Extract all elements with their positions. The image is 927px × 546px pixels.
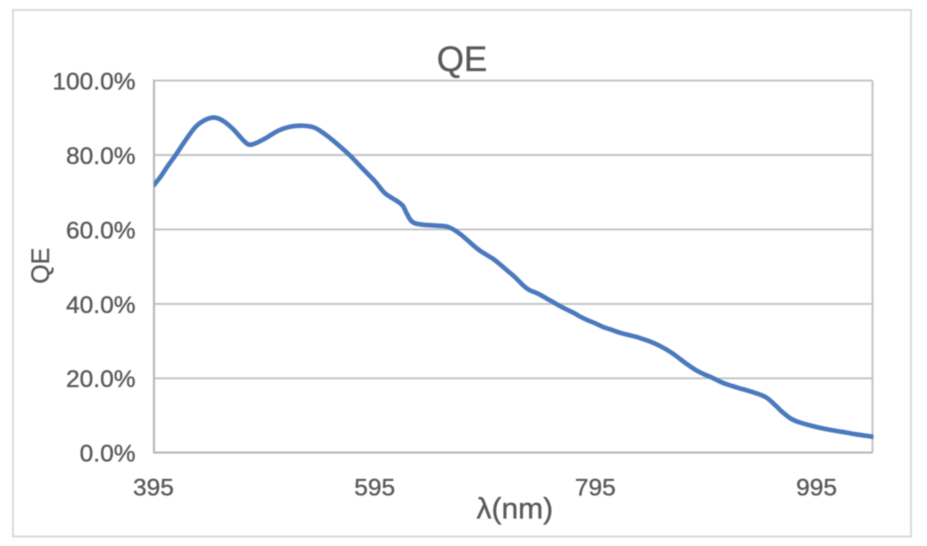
svg-text:QE: QE: [27, 248, 55, 284]
svg-text:595: 595: [354, 475, 395, 502]
svg-text:λ(nm): λ(nm): [476, 493, 553, 526]
svg-text:0.0%: 0.0%: [80, 441, 136, 468]
svg-text:795: 795: [575, 475, 616, 502]
svg-text:100.0%: 100.0%: [52, 69, 135, 96]
svg-text:20.0%: 20.0%: [66, 366, 135, 393]
svg-text:40.0%: 40.0%: [66, 292, 135, 319]
svg-text:395: 395: [133, 475, 174, 502]
svg-text:60.0%: 60.0%: [66, 217, 135, 244]
svg-text:80.0%: 80.0%: [66, 143, 135, 170]
svg-text:QE: QE: [437, 40, 488, 79]
svg-text:995: 995: [796, 475, 837, 502]
